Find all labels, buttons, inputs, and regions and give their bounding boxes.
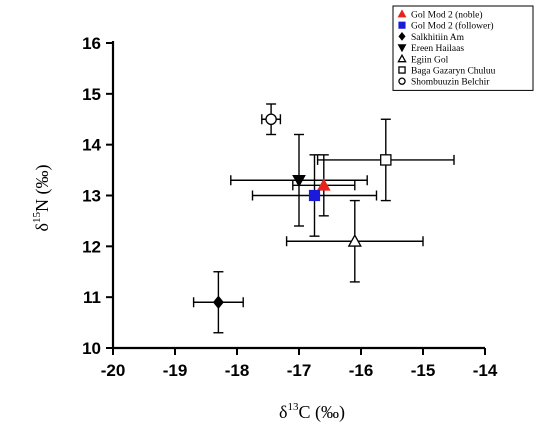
legend-box (392, 5, 534, 91)
y-tick-label: 14 (82, 136, 101, 155)
legend-label-1: Gol Mod 2 (follower) (411, 21, 494, 32)
legend-label-2: Salkhitiin Am (411, 33, 465, 43)
x-tick-label: -15 (411, 361, 436, 380)
x-tick-label: -17 (287, 361, 312, 380)
legend-label-5: Baga Gazaryn Chuluu (411, 67, 496, 77)
axes: -20 -19 -18 -17 -16 -15 -14 10 11 12 13 14 15 16 (82, 34, 498, 380)
legend: Gol Mod 2 (noble)Gol Mod 2 (follower)Sal… (392, 5, 534, 91)
data-point-6 (265, 113, 277, 126)
data-point-3 (292, 174, 306, 188)
y-axis-label: δ15N (‰) (31, 165, 53, 232)
legend-marker-2 (398, 31, 406, 41)
data-point-2 (212, 295, 224, 310)
x-tick-label: -19 (163, 361, 188, 380)
y-tick-label: 16 (82, 34, 101, 53)
legend-label-6: Shombuuzin Belchir (411, 78, 490, 88)
y-tick-label: 15 (82, 85, 101, 104)
error-bars (192, 103, 455, 334)
data-point-0 (316, 178, 331, 191)
data-point-4 (347, 233, 362, 247)
legend-marker-5 (398, 66, 406, 74)
legend-marker-6 (398, 77, 406, 85)
y-tick-label: 13 (82, 187, 101, 206)
legend-label-0: Gol Mod 2 (noble) (411, 10, 483, 21)
data-markers (212, 113, 392, 310)
y-tick-label: 11 (83, 288, 101, 307)
x-axis-label: δ13C (‰) (279, 401, 345, 423)
legend-marker-1 (398, 21, 406, 29)
legend-label-3: Ereen Hailaas (411, 44, 464, 54)
x-tick-label: -14 (473, 361, 498, 380)
legend-label-4: Egiin Gol (411, 55, 449, 65)
data-point-5 (380, 154, 392, 166)
x-tick-label: -18 (225, 361, 250, 380)
legend-marker-4 (397, 53, 407, 63)
x-tick-label: -20 (101, 361, 126, 380)
y-tick-label: 10 (82, 339, 101, 358)
y-tick-label: 12 (82, 237, 101, 256)
legend-marker-3 (397, 44, 407, 53)
x-tick-label: -16 (349, 361, 374, 380)
legend-marker-0 (397, 9, 407, 18)
data-point-1 (308, 189, 321, 202)
